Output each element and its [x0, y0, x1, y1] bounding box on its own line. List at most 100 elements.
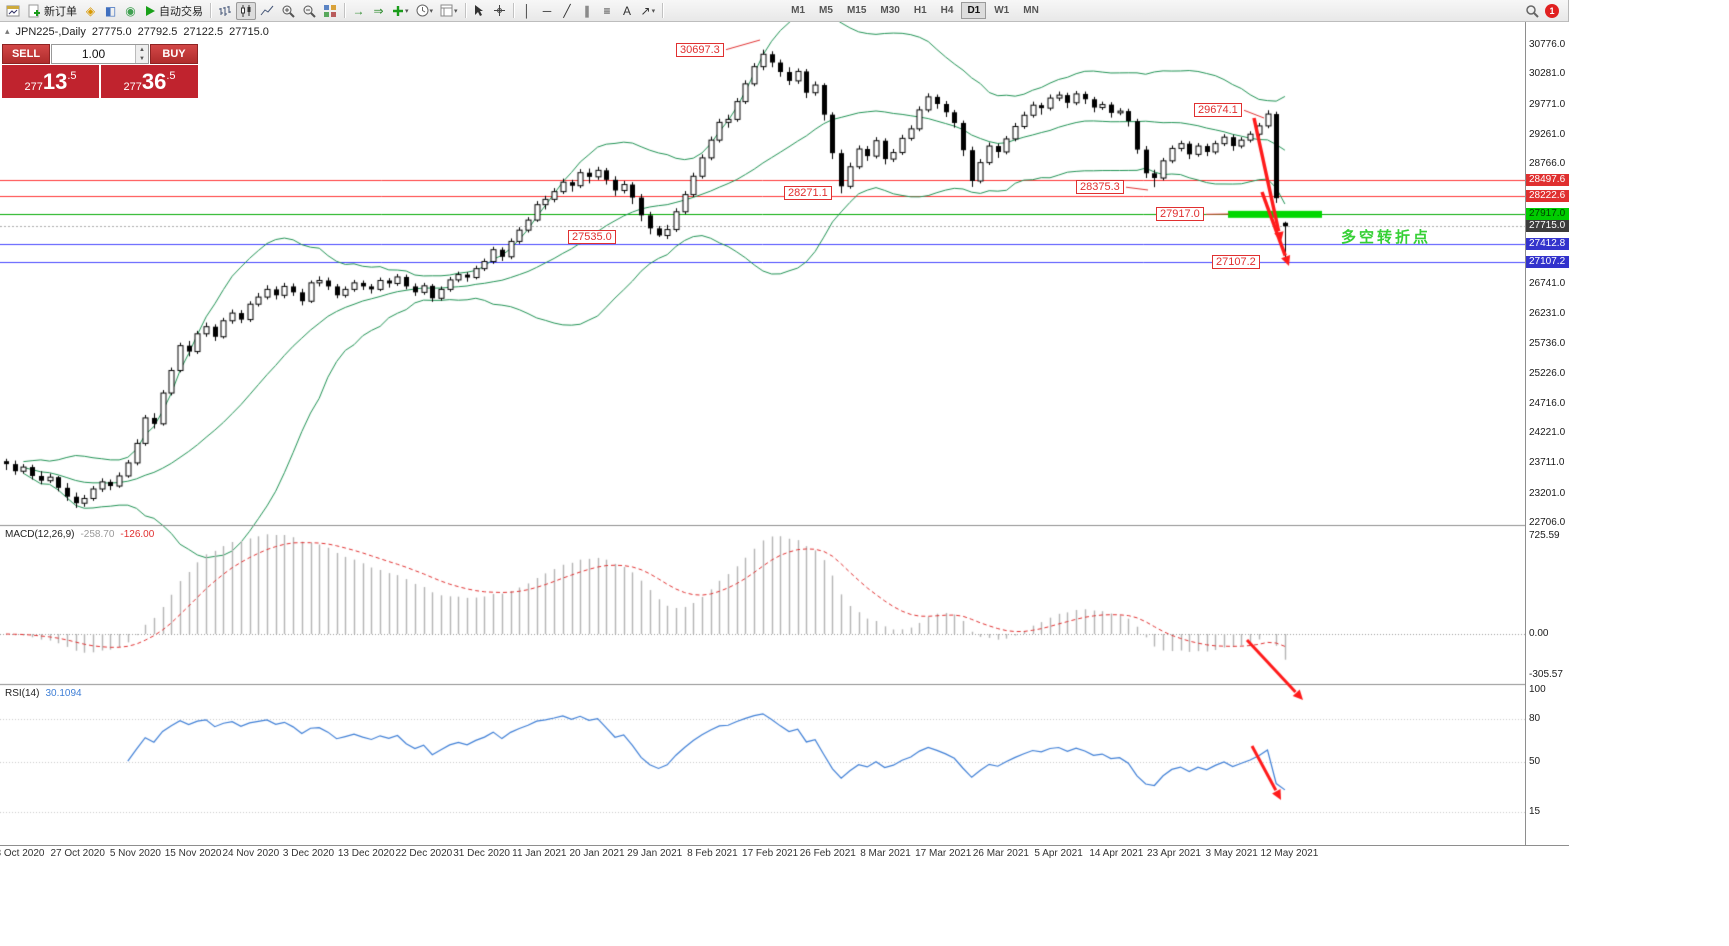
- templates-button[interactable]: ▾: [437, 2, 461, 20]
- timeframe-h1[interactable]: H1: [913, 5, 927, 16]
- dropdown-caret-icon: ▾: [651, 7, 656, 15]
- price-scale-label: 27917.0: [1526, 208, 1569, 221]
- ohlc-low: 27122.5: [183, 26, 224, 38]
- price-scale-label: 27412.8: [1526, 238, 1569, 251]
- ohlc-close: 27715.0: [229, 26, 269, 38]
- sell-price[interactable]: 277 13 .5: [2, 65, 99, 98]
- bar-chart-button[interactable]: [215, 2, 235, 20]
- top-toolbar: 新订单 ◈ ◧ ◉ 自动交易 → ⇒ ▾ ▾ ▾ │ ─ ╱ ∥ ≡ A ↗ ▾ M1 M5 M15 M30 H1 H4 D1 W…: [0, 0, 1568, 22]
- new-chart-button[interactable]: [3, 2, 23, 20]
- price-scale-label: 0.00: [1529, 628, 1549, 639]
- arrows-icon: ↗: [640, 3, 651, 18]
- price-callout-label[interactable]: 28375.3: [1076, 180, 1124, 195]
- price-scale-label: 26741.0: [1529, 278, 1566, 289]
- price-callout-label[interactable]: 27917.0: [1156, 207, 1204, 222]
- quick-trade-icon[interactable]: ◈: [81, 2, 100, 20]
- price-callout-label[interactable]: 30697.3: [676, 42, 724, 57]
- price-scale[interactable]: 30776.0 30281.0 29771.0 29261.0 28766.0 28497…: [1525, 22, 1569, 845]
- vertical-line-button[interactable]: │: [518, 2, 537, 20]
- price-scale-label: 27715.0: [1526, 220, 1569, 233]
- timeframe-mn[interactable]: MN: [1023, 5, 1039, 16]
- price-scale-label: 28222.6: [1526, 190, 1569, 203]
- autotrading-button[interactable]: 自动交易: [141, 2, 206, 20]
- volume-value[interactable]: 1.00: [81, 47, 106, 61]
- price-callout-label[interactable]: 28271.1: [784, 186, 832, 201]
- price-scale-label: 50: [1529, 756, 1541, 767]
- price-callout-label[interactable]: 29674.1: [1194, 103, 1242, 118]
- chart-shift-button[interactable]: ⇒: [369, 2, 388, 20]
- rsi-indicator-label: RSI(14) 30.1094: [5, 688, 82, 699]
- toolbar-separator: [464, 3, 466, 18]
- periods-button[interactable]: ▾: [413, 2, 437, 20]
- cursor-button[interactable]: [470, 2, 489, 20]
- turning-point-annotation[interactable]: 多空转折点: [1341, 229, 1432, 246]
- volume-up-button[interactable]: ▲: [136, 45, 148, 54]
- autotrading-icon: [144, 5, 156, 17]
- date-label: 23 Apr 2021: [1147, 848, 1201, 859]
- timeframe-m30[interactable]: M30: [880, 5, 900, 16]
- volume-down-button[interactable]: ▼: [136, 54, 148, 63]
- notification-badge[interactable]: 1: [1545, 3, 1559, 18]
- indicators-button[interactable]: ▾: [389, 2, 412, 20]
- toolbar-separator: [512, 3, 514, 18]
- date-label: 3 May 2021: [1205, 848, 1258, 859]
- price-scale-label: 80: [1529, 712, 1541, 724]
- timeframe-h4[interactable]: H4: [940, 5, 954, 16]
- volume-input[interactable]: 1.00 ▲ ▼: [51, 44, 149, 64]
- channel-button[interactable]: ∥: [578, 2, 597, 20]
- dropdown-caret-icon: ▾: [429, 7, 434, 15]
- timeframe-d1[interactable]: D1: [961, 2, 987, 19]
- buy-button[interactable]: BUY: [150, 44, 198, 64]
- zoom-out-button[interactable]: [299, 2, 319, 20]
- tile-windows-button[interactable]: [320, 2, 340, 20]
- date-label: 8 Feb 2021: [687, 848, 738, 859]
- timeframe-w1[interactable]: W1: [994, 5, 1010, 16]
- trendline-button[interactable]: ╱: [558, 2, 577, 20]
- bar-chart-icon: [218, 4, 232, 18]
- time-scale[interactable]: 8 Oct 2020 27 Oct 2020 5 Nov 2020 15 Nov 20…: [0, 845, 1569, 861]
- new-order-button[interactable]: 新订单: [24, 2, 80, 20]
- date-label: 17 Mar 2021: [915, 848, 972, 859]
- horizontal-line-button[interactable]: ─: [538, 2, 557, 20]
- new-order-icon: [27, 4, 41, 18]
- date-label: 17 Feb 2021: [742, 848, 799, 859]
- templates-icon: [440, 4, 453, 17]
- date-label: 26 Mar 2021: [972, 848, 1029, 859]
- price-chart-canvas[interactable]: [0, 22, 1525, 845]
- date-label: 22 Dec 2020: [395, 848, 453, 859]
- timeframe-m1[interactable]: M1: [791, 5, 806, 16]
- price-callout-label[interactable]: 27107.2: [1212, 255, 1260, 270]
- timeframe-m5[interactable]: M5: [819, 5, 833, 16]
- sell-price-big: 13: [42, 68, 68, 94]
- ohlc-high: 27792.5: [137, 26, 178, 38]
- buy-price[interactable]: 277 36 .5: [101, 65, 198, 98]
- periods-icon: [416, 4, 429, 17]
- macd-name: MACD(12,26,9): [5, 529, 75, 540]
- timeframe-group: M1 M5 M15 M30 H1 H4 D1 W1 MN: [785, 2, 1045, 19]
- text-button[interactable]: A: [618, 2, 637, 20]
- zoom-in-button[interactable]: [278, 2, 298, 20]
- line-chart-button[interactable]: [257, 2, 277, 20]
- price-scale-label: 24221.0: [1529, 427, 1566, 439]
- arrows-button[interactable]: ↗ ▾: [638, 2, 659, 20]
- price-scale-label: 29261.0: [1529, 128, 1566, 140]
- auto-scroll-icon: →: [352, 3, 365, 18]
- price-scale-label: 29771.0: [1529, 98, 1566, 110]
- market-watch-icon[interactable]: ◧: [101, 2, 120, 20]
- new-chart-icon: [6, 4, 20, 18]
- date-label: 24 Nov 2020: [222, 848, 280, 859]
- price-callout-label[interactable]: 27535.0: [568, 229, 616, 244]
- auto-scroll-button[interactable]: →: [349, 2, 368, 20]
- sell-button[interactable]: SELL: [2, 44, 50, 64]
- signals-icon[interactable]: ◉: [121, 2, 140, 20]
- search-button[interactable]: [1522, 2, 1542, 20]
- price-scale-label: 25736.0: [1529, 337, 1566, 349]
- candlestick-chart-button[interactable]: [236, 1, 256, 20]
- line-chart-icon: [260, 4, 274, 18]
- crosshair-button[interactable]: [490, 2, 509, 20]
- trendline-icon: ╱: [563, 3, 571, 18]
- buy-price-prefix: 277: [123, 81, 142, 93]
- timeframe-m15[interactable]: M15: [846, 5, 867, 16]
- macd-signal-value: -126.00: [120, 529, 155, 540]
- fibonacci-button[interactable]: ≡: [598, 2, 617, 20]
